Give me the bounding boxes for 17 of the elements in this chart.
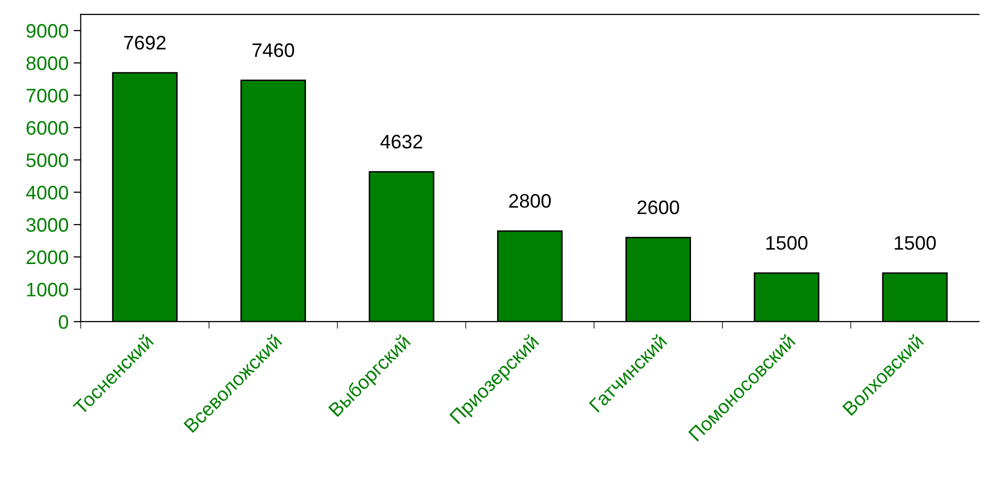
y-tick-label: 4000 [26, 186, 68, 200]
data-label: 2600 [638, 200, 680, 214]
data-label: 1500 [894, 236, 936, 250]
y-tick-label: 6000 [26, 121, 68, 135]
data-label: 2800 [509, 194, 551, 208]
data-label: 7460 [252, 43, 294, 58]
y-tick-label: 7000 [26, 88, 68, 102]
data-label: 1500 [766, 236, 808, 250]
data-label: 7692 [124, 36, 166, 50]
y-tick-label: 1000 [27, 282, 68, 296]
y-tick-label: 2000 [26, 250, 68, 264]
data-label: 4632 [380, 134, 422, 149]
y-tick-label: 8000 [26, 56, 68, 70]
y-tick-label: 0 [58, 315, 68, 329]
y-tick-label: 3000 [26, 218, 68, 232]
y-tick-label: 5000 [26, 153, 68, 168]
y-tick-label: 9000 [26, 24, 68, 38]
